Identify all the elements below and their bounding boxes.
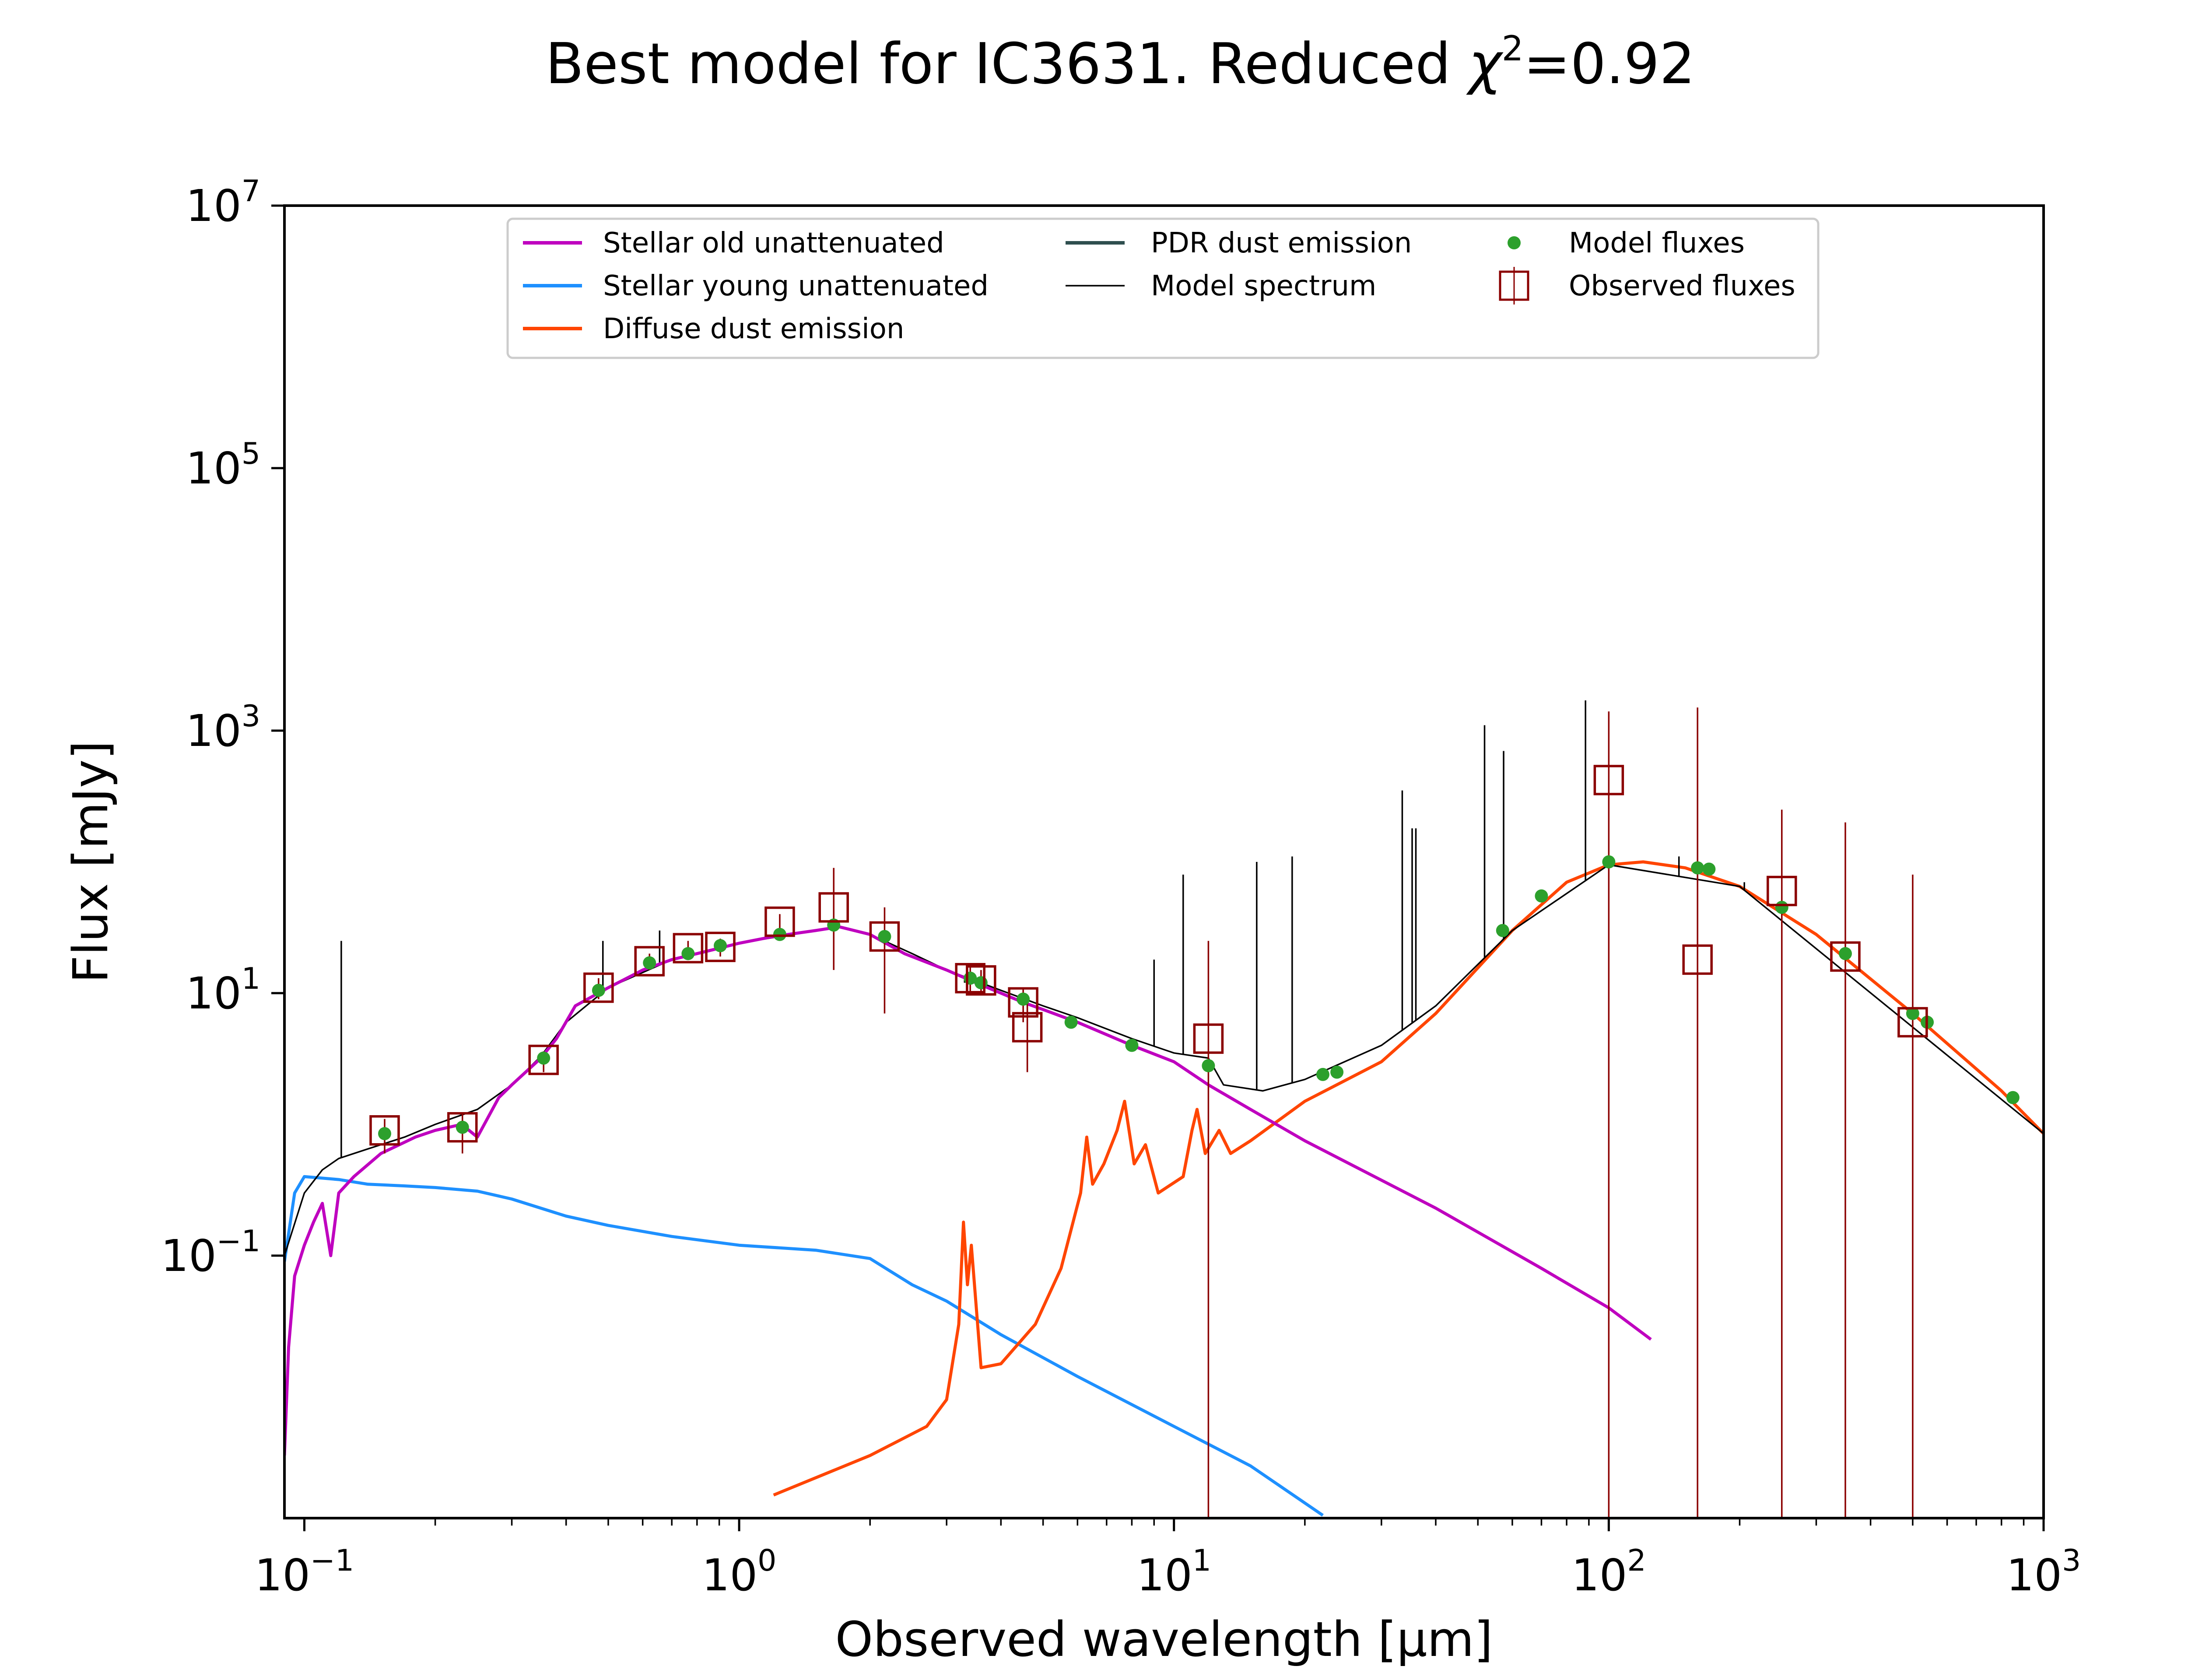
observed-flux-marker-4 [583, 972, 614, 1003]
plot-area [284, 700, 2044, 1518]
observed-flux-marker-12 [966, 965, 996, 996]
y-tick-label-1: 10−1 [161, 1224, 261, 1281]
x-axis-label: Observed wavelength [μm] [835, 1611, 1493, 1667]
model-flux-point-18 [1330, 1065, 1344, 1079]
model-flux-point-15 [1125, 1039, 1139, 1052]
model-flux-point-20 [1535, 889, 1548, 903]
legend-box [506, 217, 1820, 359]
model-flux-point-22 [1691, 861, 1704, 875]
model-flux-point-6 [681, 947, 695, 960]
legend-label-model-fluxes: Model fluxes [1569, 227, 1745, 259]
model-flux-point-21 [1602, 855, 1616, 868]
model-flux-point-23 [1702, 862, 1716, 876]
observed-flux-marker-17 [1682, 944, 1713, 975]
model-flux-point-5 [643, 956, 656, 970]
observed-flux-marker-15 [1193, 1023, 1224, 1054]
observed-flux-marker-6 [673, 933, 704, 964]
model-flux-point-14 [1064, 1015, 1078, 1029]
legend-label-model-spectrum: Model spectrum [1151, 270, 1376, 302]
observed-flux-marker-1 [369, 1115, 400, 1146]
model-flux-point-8 [773, 928, 786, 941]
model-flux-point-24 [1775, 901, 1788, 914]
model-flux-point-17 [1316, 1068, 1329, 1081]
observed-flux-marker-2 [447, 1112, 478, 1143]
x-tick-label-2: 100 [702, 1544, 777, 1601]
series-line-diffuse-dust [773, 860, 2044, 1497]
model-flux-point-19 [1496, 924, 1509, 937]
model-flux-point-12 [974, 976, 988, 990]
model-flux-point-16 [1202, 1059, 1215, 1072]
legend-label-stellar-old: Stellar old unattenuated [603, 227, 944, 259]
chart-title: Best model for IC3631. Reduced χ2=0.92 [545, 29, 1695, 97]
legend-label-observed-fluxes: Observed fluxes [1569, 270, 1795, 302]
y-tick-label-2: 101 [186, 962, 260, 1019]
model-flux-point-4 [592, 984, 605, 997]
legend-label-pdr-dust: PDR dust emission [1151, 227, 1412, 259]
observed-flux-marker-11 [955, 963, 985, 994]
legend-label-stellar-young: Stellar young unattenuated [603, 270, 989, 302]
model-flux-point-2 [456, 1120, 469, 1134]
model-flux-point-26 [1906, 1007, 1919, 1020]
x-tick-label-4: 102 [1571, 1544, 1646, 1601]
x-tick-label-1: 10−1 [255, 1544, 354, 1601]
observed-flux-marker-18 [1767, 875, 1797, 906]
model-flux-point-1 [378, 1127, 391, 1141]
model-flux-point-25 [1838, 947, 1852, 960]
model-flux-point-13 [1017, 992, 1030, 1006]
observed-flux-marker-8 [764, 906, 795, 937]
y-tick-label-3: 103 [186, 699, 260, 756]
model-flux-point-10 [878, 930, 891, 943]
observed-flux-marker-16 [1593, 765, 1624, 795]
observed-flux-marker-20 [1897, 1007, 1928, 1038]
series-line-model-spectrum [284, 864, 2044, 1256]
y-tick-label-4: 105 [186, 437, 260, 494]
axes-frame [283, 204, 2045, 1519]
observed-flux-marker-5 [634, 946, 665, 976]
observed-flux-marker-9 [818, 892, 849, 923]
legend-label-diffuse-dust: Diffuse dust emission [603, 313, 904, 345]
observed-flux-marker-19 [1830, 941, 1861, 972]
legend: Stellar old unattenuated Stellar young u… [506, 217, 1820, 359]
observed-flux-marker-3 [528, 1044, 559, 1075]
series-line-stellar-old [284, 925, 1652, 1456]
y-axis-label: Flux [mJy] [63, 741, 119, 983]
observed-flux-marker-13 [1008, 987, 1038, 1018]
legend-marker-model-fluxes [1508, 236, 1521, 249]
observed-flux-marker-14 [1012, 1012, 1043, 1043]
x-tick-label-3: 101 [1136, 1544, 1211, 1601]
y-tick-label-5: 107 [186, 174, 260, 231]
observed-flux-marker-10 [869, 921, 900, 952]
x-tick-label-5: 103 [2006, 1544, 2081, 1601]
model-flux-point-28 [2006, 1091, 2020, 1104]
series-line-stellar-young [284, 1175, 1324, 1517]
model-flux-point-7 [714, 939, 727, 952]
observed-flux-marker-7 [705, 931, 736, 962]
model-flux-point-3 [537, 1051, 551, 1065]
